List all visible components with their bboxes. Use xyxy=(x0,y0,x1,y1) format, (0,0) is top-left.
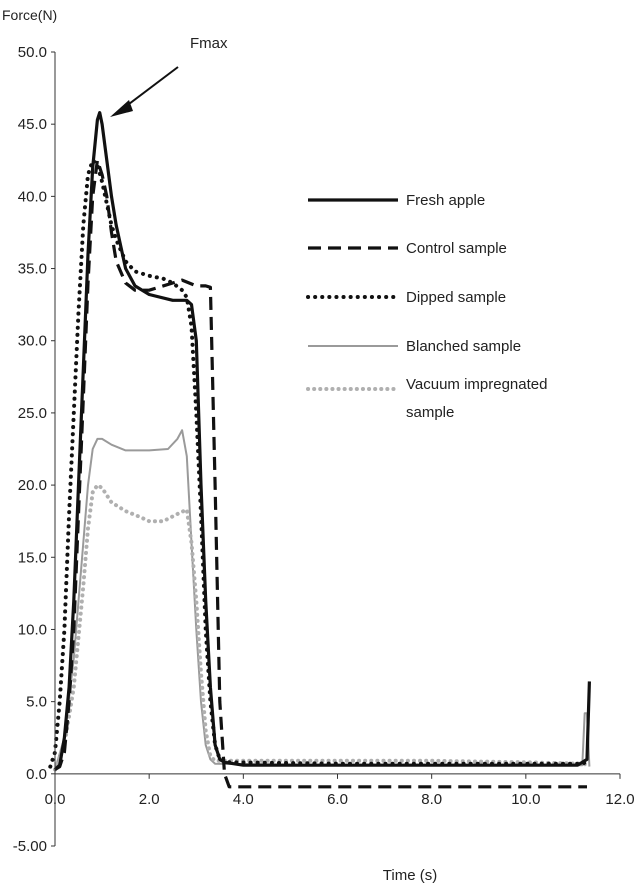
y-tick-label: 5.0 xyxy=(26,694,47,711)
x-axis-title: Time (s) xyxy=(383,867,437,884)
series-line-3 xyxy=(48,158,592,769)
x-tick-label: 6.0 xyxy=(327,791,348,808)
legend-label-4: Blanched sample xyxy=(406,338,521,355)
y-tick-label: 15.0 xyxy=(18,549,47,566)
x-tick-label: 4.0 xyxy=(233,791,254,808)
series-layer xyxy=(48,111,592,789)
y-tick-label: 25.0 xyxy=(18,405,47,422)
x-tick-label: 10.0 xyxy=(511,791,540,808)
y-tick-label: 10.0 xyxy=(18,621,47,638)
series-line-1 xyxy=(53,111,591,771)
x-tick-label: 2.0 xyxy=(139,791,160,808)
legend-label-5: Vacuum impregnated sample xyxy=(406,376,547,421)
legend: Fresh apple Control sample Dipped sample Bl… xyxy=(306,192,547,421)
y-tick-label: -5.00 xyxy=(13,838,47,855)
y-tick-label: 35.0 xyxy=(18,261,47,278)
y-tick-label: 50.0 xyxy=(18,44,47,61)
fmax-label: Fmax xyxy=(190,35,228,52)
y-tick-label: 0.0 xyxy=(26,766,47,783)
x-tick-label: 8.0 xyxy=(421,791,442,808)
legend-label-3: Dipped sample xyxy=(406,289,506,306)
x-tick-label: 0.0 xyxy=(45,791,66,808)
fmax-annotation: Fmax xyxy=(110,35,228,117)
y-tick-label: 20.0 xyxy=(18,477,47,494)
y-tick-label: 45.0 xyxy=(18,116,47,133)
legend-label-1: Fresh apple xyxy=(406,192,485,209)
y-tick-label: 30.0 xyxy=(18,333,47,350)
series-line-2 xyxy=(54,158,587,789)
series-line-5 xyxy=(53,483,592,772)
fmax-arrowhead xyxy=(110,100,133,117)
legend-label-2: Control sample xyxy=(406,240,507,257)
x-tick-label: 12.0 xyxy=(605,791,634,808)
series-line-4 xyxy=(54,429,591,770)
y-axis-title: Force(N) xyxy=(2,7,57,23)
fmax-arrow-shaft xyxy=(124,66,179,108)
y-tick-label: 40.0 xyxy=(18,188,47,205)
tick-layer: -5.00 0.0 5.0 10.0 15.0 20.0 25.0 30.0 35.0 40.0 4… xyxy=(13,44,635,855)
